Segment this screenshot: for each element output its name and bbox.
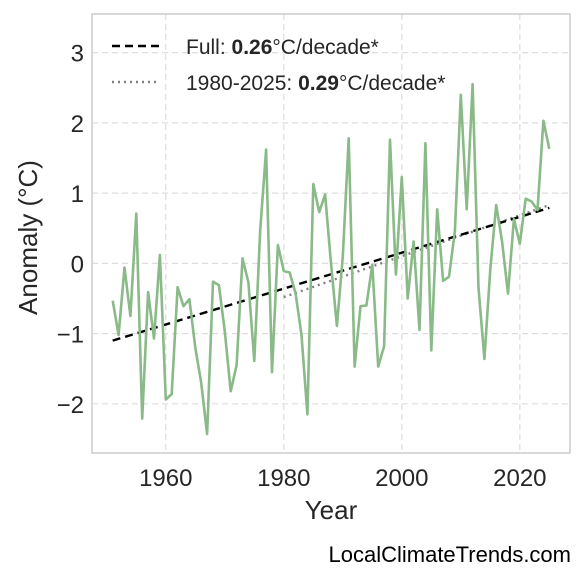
legend-recent-unit: °C/decade* [339, 72, 445, 95]
y-tick-label: −2 [57, 392, 84, 419]
watermark: LocalClimateTrends.com [328, 542, 572, 567]
x-tick-label: 2000 [375, 465, 428, 492]
legend-full-value: 0.26 [232, 36, 273, 59]
y-tick-label: 2 [71, 111, 84, 138]
y-tick-label: −1 [57, 322, 84, 349]
plot-frame [91, 13, 571, 454]
legend-recent-value: 0.29 [298, 72, 339, 95]
legend-full-prefix: Full: [186, 36, 232, 59]
x-tick-label: 2020 [493, 465, 546, 492]
legend-entry-recent: 1980-2025: 0.29°C/decade* [186, 72, 445, 95]
y-tick-label: 0 [71, 251, 84, 278]
anomaly-series-line [111, 82, 551, 436]
legend-full-unit: °C/decade* [272, 36, 378, 59]
x-tick-label: 1980 [257, 465, 310, 492]
x-axis-title: Year [305, 495, 358, 525]
legend: Full: 0.26°C/decade* 1980-2025: 0.29°C/d… [112, 36, 445, 95]
tick-labels: 1960 1980 2000 2020 −2 −1 0 1 2 3 [57, 41, 547, 492]
series-layer [111, 82, 551, 436]
legend-recent-prefix: 1980-2025: [186, 72, 298, 95]
y-axis-title: Anomaly (°C) [13, 160, 43, 315]
y-tick-label: 1 [71, 181, 84, 208]
y-tick-label: 3 [71, 41, 84, 68]
x-tick-label: 1960 [139, 465, 192, 492]
legend-entry-full: Full: 0.26°C/decade* [186, 36, 379, 59]
